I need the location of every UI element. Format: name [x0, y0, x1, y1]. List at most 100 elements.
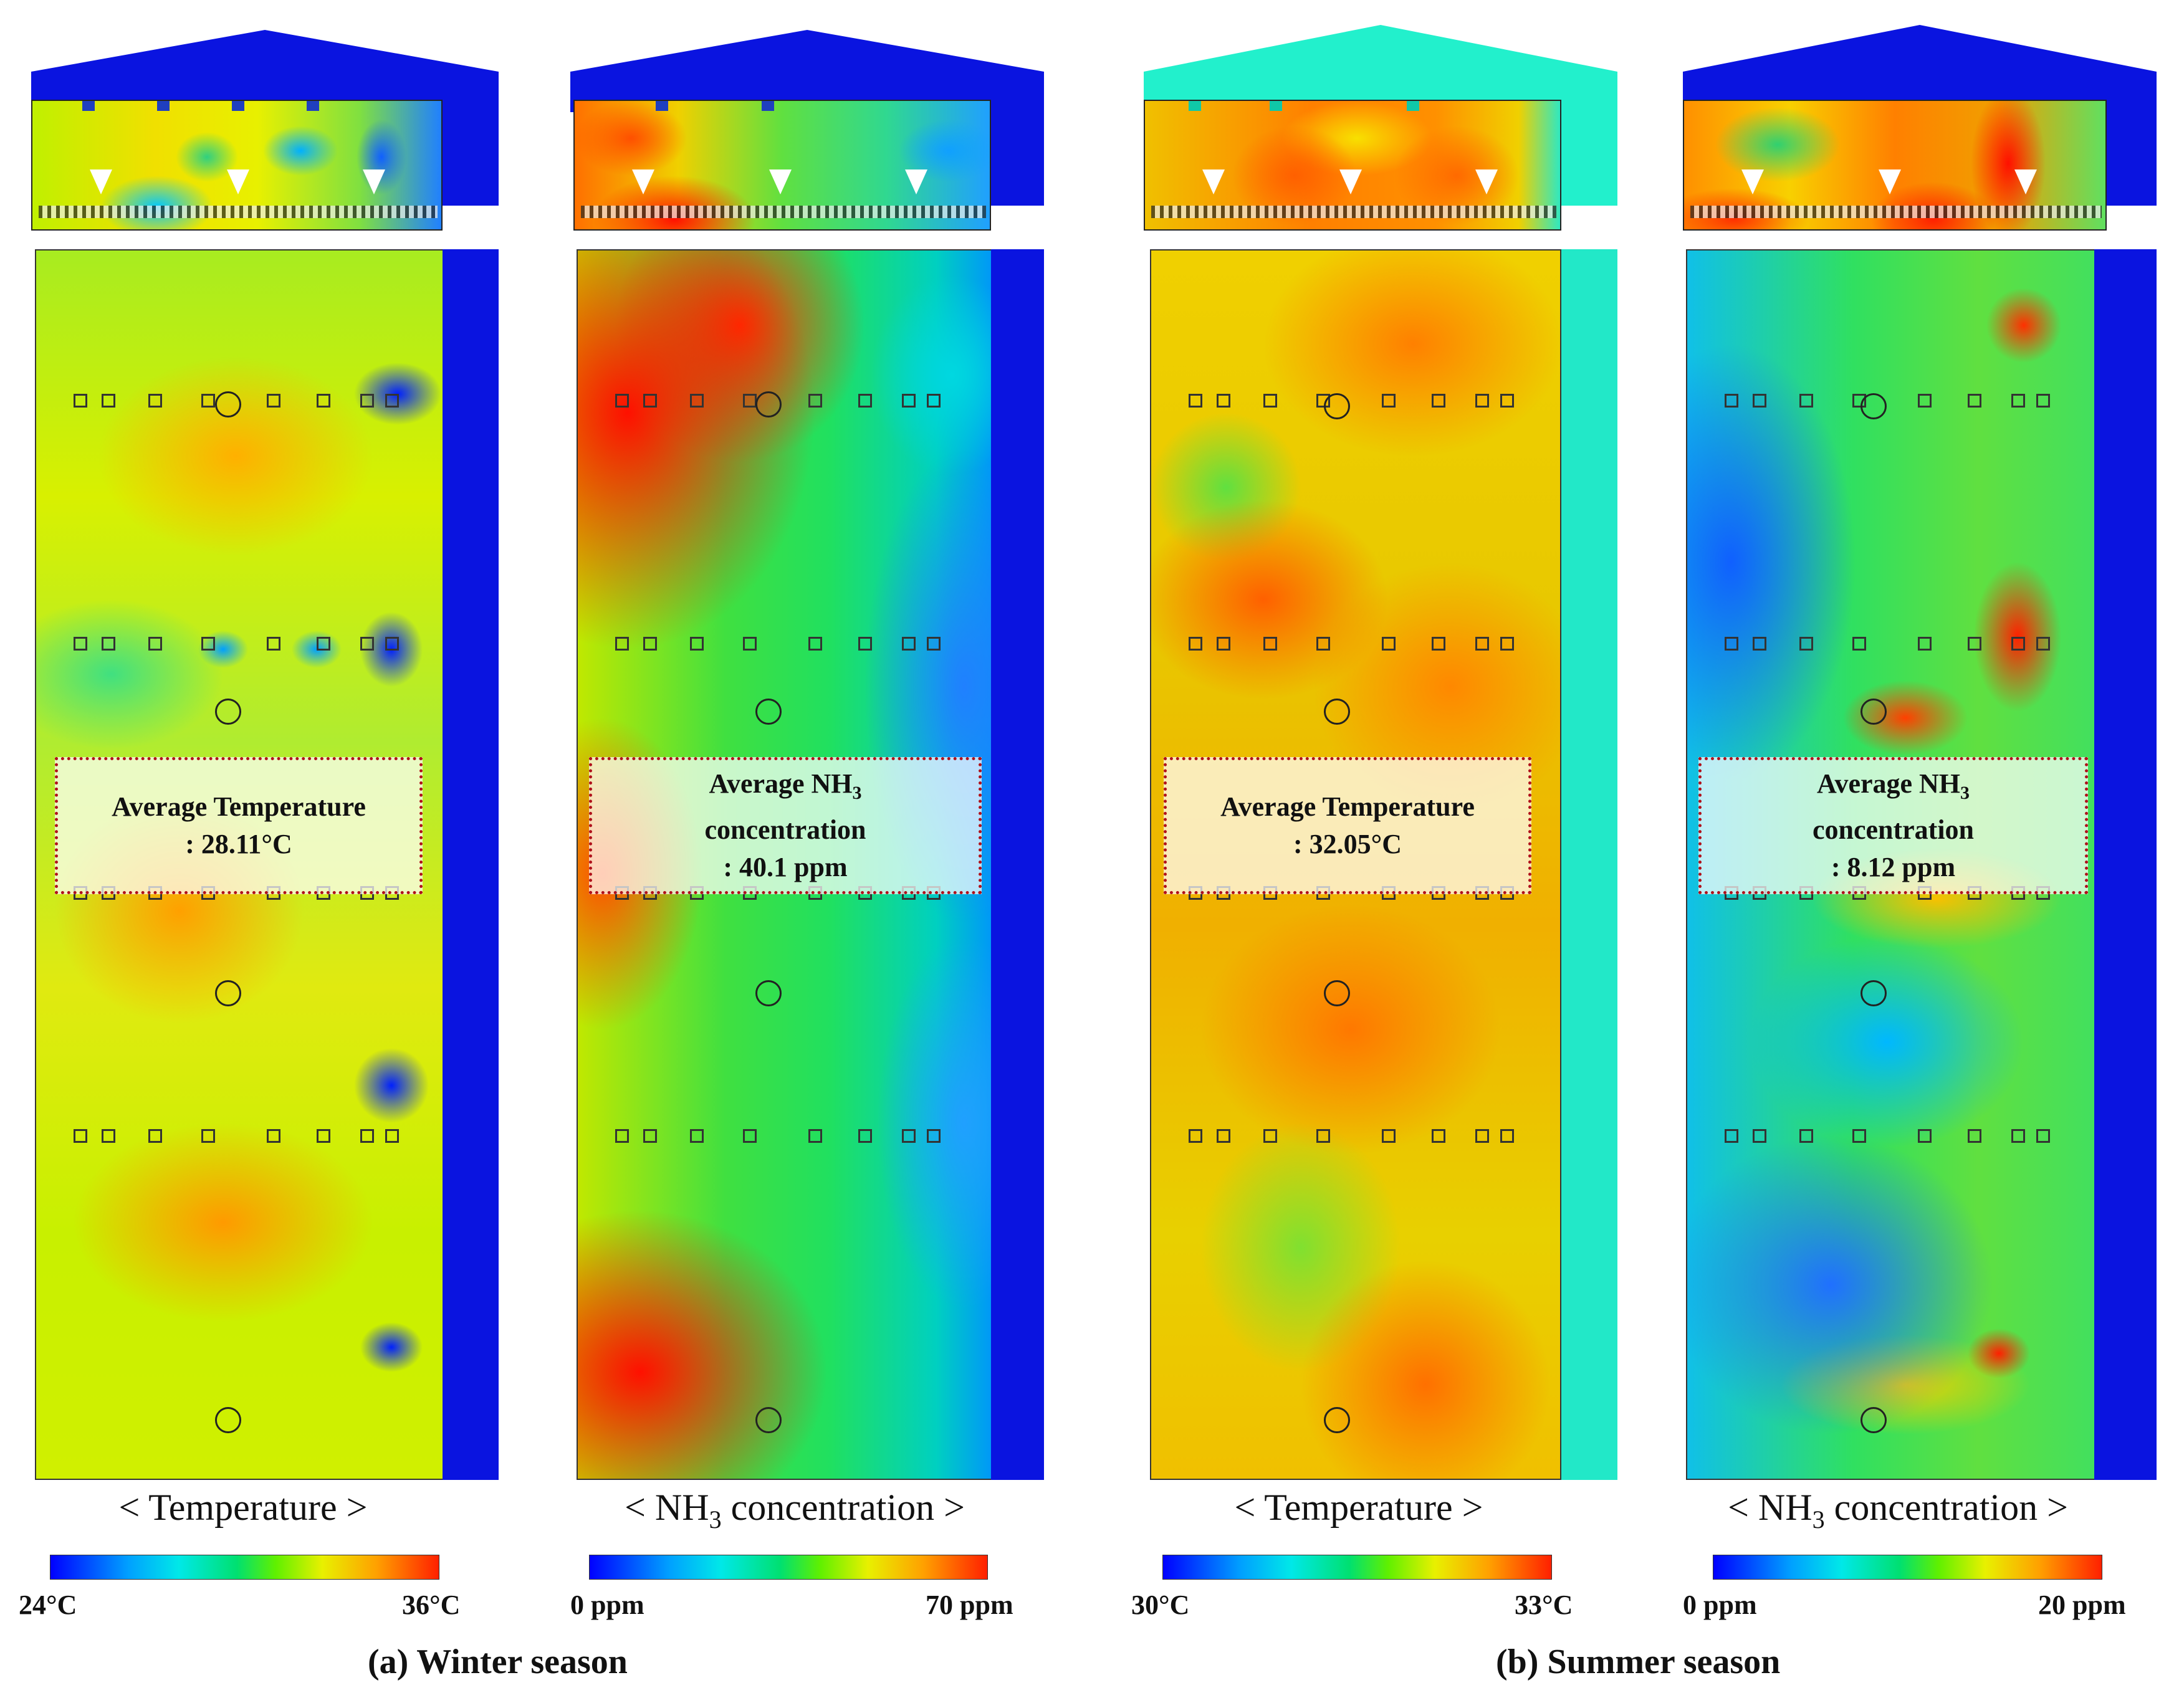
scale-max-label: 20 ppm	[2038, 1590, 2126, 1620]
avg-label: Average Temperature	[112, 791, 366, 822]
pen-marker	[808, 637, 822, 651]
pen-marker	[102, 637, 115, 651]
pen-marker	[743, 394, 757, 408]
pen-marker	[1263, 394, 1277, 408]
panel-caption: < Temperature >	[1234, 1487, 1483, 1528]
season-label-winter: (a) Winter season	[368, 1643, 628, 1681]
pen-marker	[927, 637, 941, 651]
pen-marker	[690, 394, 704, 408]
pen-marker	[1217, 1129, 1230, 1143]
pen-marker	[360, 1129, 374, 1143]
pen-marker	[201, 637, 215, 651]
fogging-nozzle-icon	[90, 169, 112, 194]
pen-marker	[1500, 637, 1514, 651]
roof-cross-section	[1144, 25, 1617, 112]
pen-marker	[1968, 1129, 1981, 1143]
fogging-nozzle-icon	[1741, 169, 1764, 194]
caption-post: concentration >	[1824, 1487, 2068, 1528]
caption-sub: 3	[1812, 1505, 1825, 1534]
sensor-circle-icon	[215, 699, 241, 725]
pen-marker	[1475, 1129, 1489, 1143]
sensor-circle-icon	[755, 980, 782, 1006]
color-scale-bar	[1162, 1555, 1552, 1580]
color-scale-bar	[50, 1555, 439, 1580]
pen-marker	[808, 394, 822, 408]
pen-marker	[927, 1129, 941, 1143]
pen-marker	[385, 394, 399, 408]
vent	[1189, 101, 1201, 111]
wall-cross-section	[2107, 100, 2157, 206]
pen-marker	[74, 637, 87, 651]
avg-value: : 40.1 ppm	[723, 852, 848, 883]
pen-marker	[615, 394, 629, 408]
pen-marker	[317, 394, 330, 408]
pen-marker	[1725, 394, 1738, 408]
pen-marker	[267, 637, 280, 651]
average-value-box: Average NH3 concentration : 8.12 ppm	[1698, 757, 2088, 894]
pen-row	[39, 206, 438, 218]
cross-section-view	[1144, 100, 1561, 231]
vent	[1407, 101, 1419, 111]
pen-marker	[201, 1129, 215, 1143]
color-scale-bar	[1713, 1555, 2102, 1580]
vent	[82, 101, 95, 111]
pen-marker	[2011, 394, 2025, 408]
average-value-box: Average Temperature : 32.05°C	[1164, 757, 1531, 894]
wall-plan	[2094, 249, 2157, 1480]
pen-row	[1151, 206, 1556, 218]
panel-caption: < NH3 concentration >	[570, 1486, 1019, 1534]
pen-marker	[927, 394, 941, 408]
pen-marker	[360, 394, 374, 408]
pen-marker	[360, 637, 374, 651]
vent	[157, 101, 170, 111]
sensor-circle-icon	[215, 391, 241, 417]
pen-marker	[148, 1129, 162, 1143]
sensor-circle-icon	[215, 1407, 241, 1433]
pen-marker	[1189, 637, 1202, 651]
pen-marker	[267, 1129, 280, 1143]
vent	[1270, 101, 1282, 111]
fogging-nozzle-icon	[1879, 169, 1901, 194]
pen-marker	[1382, 1129, 1396, 1143]
pen-marker	[102, 1129, 115, 1143]
roof-cross-section	[570, 30, 1044, 112]
pen-marker	[858, 637, 872, 651]
sensor-circle-icon	[1861, 699, 1887, 725]
sensor-circle-icon	[1324, 393, 1350, 419]
fogging-nozzle-icon	[1202, 169, 1225, 194]
pen-marker	[2036, 394, 2050, 408]
pen-marker	[148, 637, 162, 651]
vent	[656, 101, 668, 111]
fogging-nozzle-icon	[632, 169, 654, 194]
sensor-circle-icon	[1324, 980, 1350, 1006]
pen-marker	[1753, 394, 1766, 408]
pen-marker	[1217, 637, 1230, 651]
pen-marker	[808, 1129, 822, 1143]
sensor-circle-icon	[1861, 393, 1887, 419]
pen-marker	[1475, 637, 1489, 651]
avg-value: : 28.11°C	[185, 829, 292, 859]
pen-marker	[902, 394, 916, 408]
pen-marker	[1432, 394, 1445, 408]
pen-marker	[1968, 637, 1981, 651]
cross-section-view	[573, 100, 991, 231]
pen-marker	[1799, 394, 1813, 408]
pen-row	[581, 206, 986, 218]
cross-section-view	[1683, 100, 2107, 231]
caption-sub: 3	[709, 1505, 722, 1534]
avg-label: Average NH	[709, 768, 853, 799]
fogging-nozzle-icon	[1475, 169, 1498, 194]
pen-marker	[1968, 394, 1981, 408]
avg-value: : 8.12 ppm	[1831, 852, 1956, 883]
pen-marker	[385, 1129, 399, 1143]
wall-plan	[991, 249, 1044, 1480]
pen-marker	[1852, 1129, 1866, 1143]
panel-summer-nh3: Average NH3 concentration : 8.12 ppm < N…	[1683, 25, 2157, 1620]
panel-winter-nh3: Average NH3 concentration : 40.1 ppm < N…	[570, 25, 1044, 1620]
sensor-circle-icon	[755, 1407, 782, 1433]
pen-marker	[1263, 637, 1277, 651]
wall-cross-section	[991, 100, 1044, 206]
fogging-nozzle-icon	[363, 169, 385, 194]
pen-marker	[1852, 637, 1866, 651]
fogging-nozzle-icon	[2014, 169, 2037, 194]
